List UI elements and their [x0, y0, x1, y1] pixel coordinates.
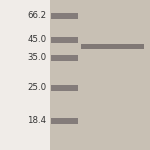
- Bar: [51, 85, 78, 91]
- Text: 25.0: 25.0: [27, 83, 46, 92]
- Text: 35.0: 35.0: [27, 53, 46, 62]
- Bar: [51, 118, 78, 124]
- Text: 18.4: 18.4: [27, 116, 46, 125]
- Bar: [51, 13, 78, 19]
- Text: 45.0: 45.0: [27, 35, 46, 44]
- Bar: [50, 0, 150, 150]
- Bar: [81, 44, 144, 49]
- Text: 66.2: 66.2: [27, 11, 46, 20]
- Bar: [51, 55, 78, 61]
- Bar: [51, 37, 78, 43]
